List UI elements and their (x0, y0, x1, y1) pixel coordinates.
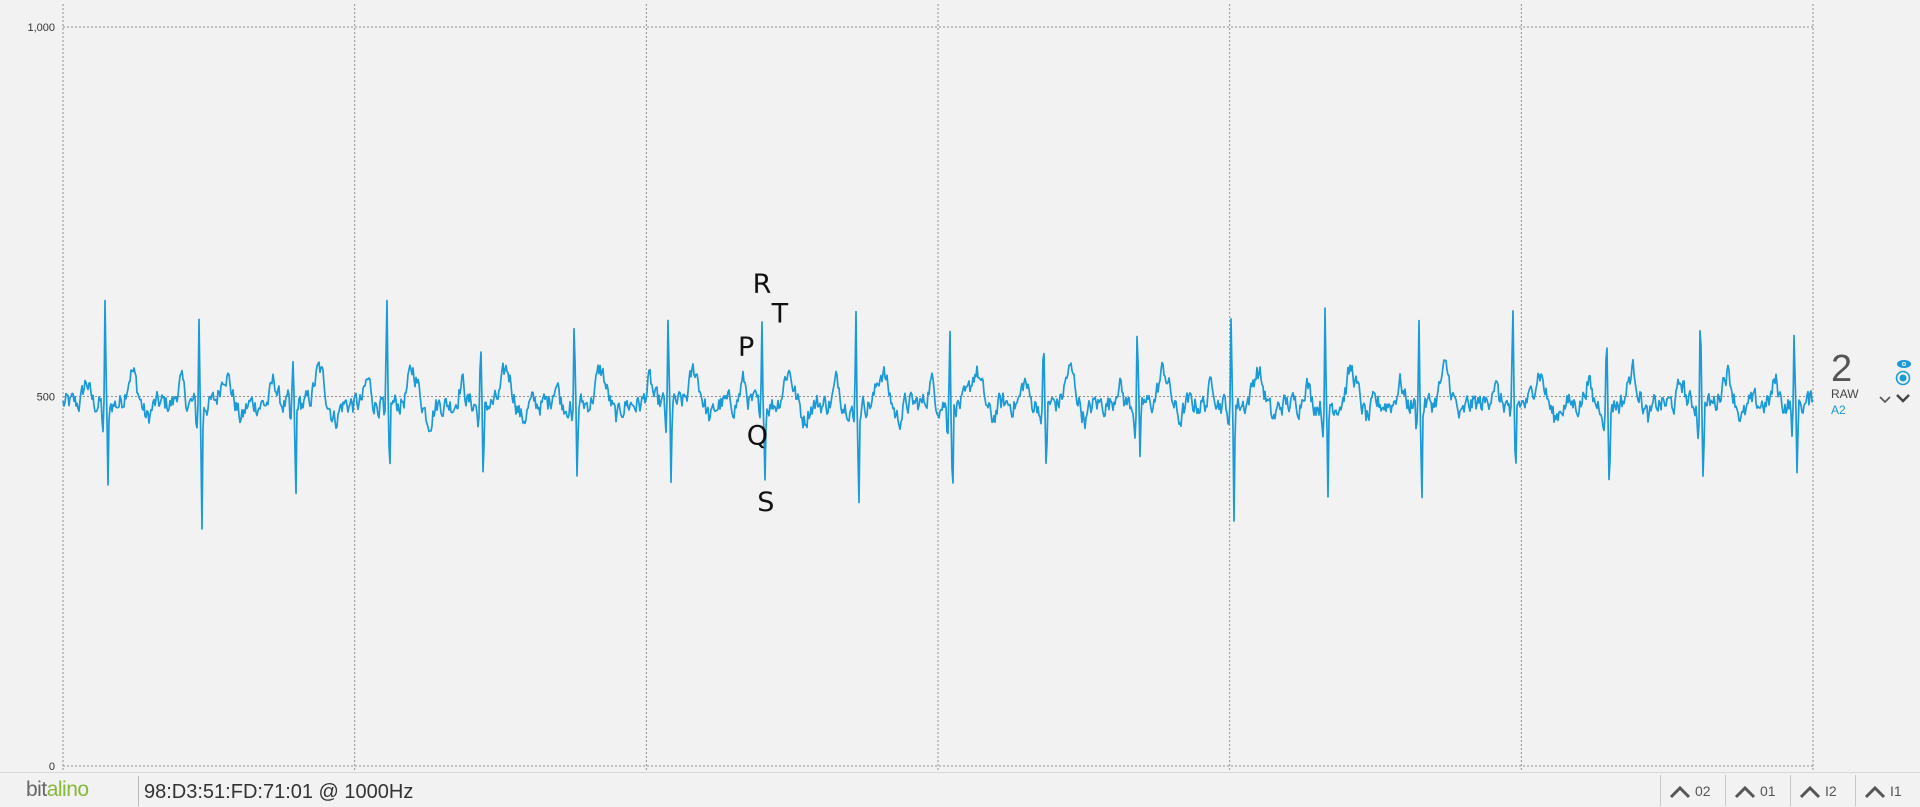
status-bar: bitalino 98:D3:51:FD:71:01 @ 1000Hz 02 0… (0, 772, 1920, 807)
channel-number: 2 (1831, 348, 1853, 390)
tab-02[interactable]: 02 (1660, 775, 1725, 806)
status-divider (138, 776, 139, 806)
tab-label: I1 (1890, 783, 1902, 799)
chevron-down-small-icon[interactable] (1879, 389, 1891, 408)
chevron-up-icon (1799, 784, 1821, 803)
chevron-up-icon (1864, 784, 1886, 803)
annotation-t: T (771, 299, 789, 330)
tab-label: 02 (1695, 783, 1711, 799)
tab-i1[interactable]: I1 (1855, 775, 1920, 806)
tab-i2[interactable]: I2 (1790, 775, 1855, 806)
tab-label: I2 (1825, 783, 1837, 799)
signal-trace (62, 299, 1814, 530)
channel-panel: 2 RAW A2 (1829, 350, 1919, 420)
annotation-p: P (738, 332, 754, 363)
channel-mode: RAW (1831, 387, 1859, 401)
signal-layer (62, 299, 1814, 530)
chevron-up-icon (1734, 784, 1756, 803)
tab-label: 01 (1760, 783, 1776, 799)
chevron-down-icon[interactable] (1895, 388, 1911, 407)
grid-layer (62, 4, 1814, 772)
annotation-s: S (757, 487, 774, 518)
tab-01[interactable]: 01 (1725, 775, 1790, 806)
y-tick-label: 0 (49, 761, 55, 772)
signal-chart[interactable]: 1,000 500 0 P RT Q S (0, 0, 1920, 772)
radio-target-icon[interactable] (1895, 370, 1911, 390)
annotation-r: R (753, 269, 772, 300)
wave-annotations: P RT Q S (738, 269, 789, 518)
channel-source: A2 (1831, 403, 1846, 417)
y-axis-ticks: 1,000 500 0 (27, 22, 55, 772)
annotation-q: Q (747, 421, 768, 452)
chevron-up-icon (1669, 784, 1691, 803)
y-tick-label: 1,000 (27, 22, 55, 34)
eye-icon[interactable] (1896, 354, 1912, 373)
y-tick-label: 500 (37, 392, 55, 404)
device-info: 98:D3:51:FD:71:01 @ 1000Hz (144, 781, 414, 803)
bitalino-logo: bitalino (26, 778, 89, 801)
